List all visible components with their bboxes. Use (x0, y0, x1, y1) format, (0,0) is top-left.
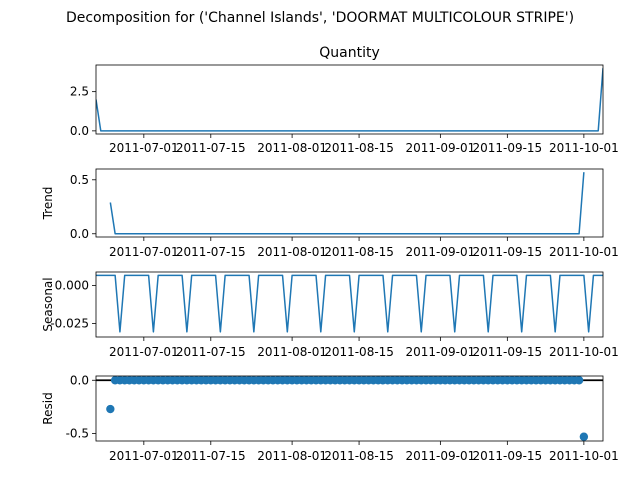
resid-point (574, 376, 584, 385)
x-tick-label: 2011-07-01 (109, 245, 179, 259)
figure-suptitle: Decomposition for ('Channel Islands', 'D… (66, 10, 574, 26)
x-tick-label: 2011-08-01 (257, 449, 327, 463)
x-tick-label: 2011-08-15 (324, 141, 394, 155)
y-axis-label: Resid (41, 392, 55, 424)
resid-outlier-point (106, 404, 115, 414)
plot-area (96, 274, 603, 333)
x-tick-label: 2011-10-01 (549, 141, 619, 155)
plot-area (109, 172, 585, 235)
x-tick-label: 2011-10-01 (549, 245, 619, 259)
x-tick-label: 2011-07-15 (176, 245, 246, 259)
axes-frame (95, 168, 604, 238)
axes-frame (95, 64, 604, 135)
x-tick-label: 2011-08-01 (257, 141, 327, 155)
x-tick-label: 2011-09-01 (406, 345, 476, 359)
y-tick-label: -0.025 (50, 316, 89, 330)
x-tick-label: 2011-09-15 (472, 245, 542, 259)
x-tick-label: 2011-07-01 (109, 449, 179, 463)
x-tick-label: 2011-07-15 (176, 141, 246, 155)
x-tick-label: 2011-08-01 (257, 245, 327, 259)
y-axis-label: Trend (41, 187, 55, 221)
x-tick-label: 2011-09-15 (472, 345, 542, 359)
x-tick-label: 2011-09-15 (472, 449, 542, 463)
x-tick-label: 2011-09-15 (472, 141, 542, 155)
y-tick-label: 0.000 (55, 279, 89, 293)
x-tick-label: 2011-07-01 (109, 141, 179, 155)
x-tick-label: 2011-08-01 (257, 345, 327, 359)
x-tick-label: 2011-09-01 (406, 141, 476, 155)
axes-frame (95, 375, 604, 442)
x-tick-label: 2011-08-15 (324, 345, 394, 359)
y-tick-label: 0.0 (70, 373, 89, 387)
x-tick-label: 2011-09-01 (406, 449, 476, 463)
axes-frame (95, 271, 604, 338)
x-tick-label: 2011-08-15 (324, 245, 394, 259)
resid-outlier-point (579, 432, 589, 441)
x-tick-label: 2011-07-15 (176, 345, 246, 359)
x-tick-label: 2011-08-15 (324, 449, 394, 463)
series-line (109, 172, 585, 235)
y-tick-label: 0.5 (70, 173, 89, 187)
x-tick-label: 2011-09-01 (406, 245, 476, 259)
x-tick-label: 2011-07-15 (176, 449, 246, 463)
y-axis-label: Seasonal (41, 277, 55, 331)
plot-area (96, 376, 603, 441)
y-tick-label: 0.0 (70, 227, 89, 241)
x-tick-label: 2011-07-01 (109, 345, 179, 359)
x-tick-label: 2011-10-01 (549, 345, 619, 359)
series-line (96, 274, 603, 333)
y-tick-label: 0.0 (70, 124, 89, 138)
y-tick-label: 2.5 (70, 85, 89, 99)
series-line (96, 68, 603, 132)
x-tick-label: 2011-10-01 (549, 449, 619, 463)
subplot-title: Quantity (319, 45, 380, 61)
plot-area (96, 68, 603, 132)
y-tick-label: -0.5 (66, 427, 89, 441)
